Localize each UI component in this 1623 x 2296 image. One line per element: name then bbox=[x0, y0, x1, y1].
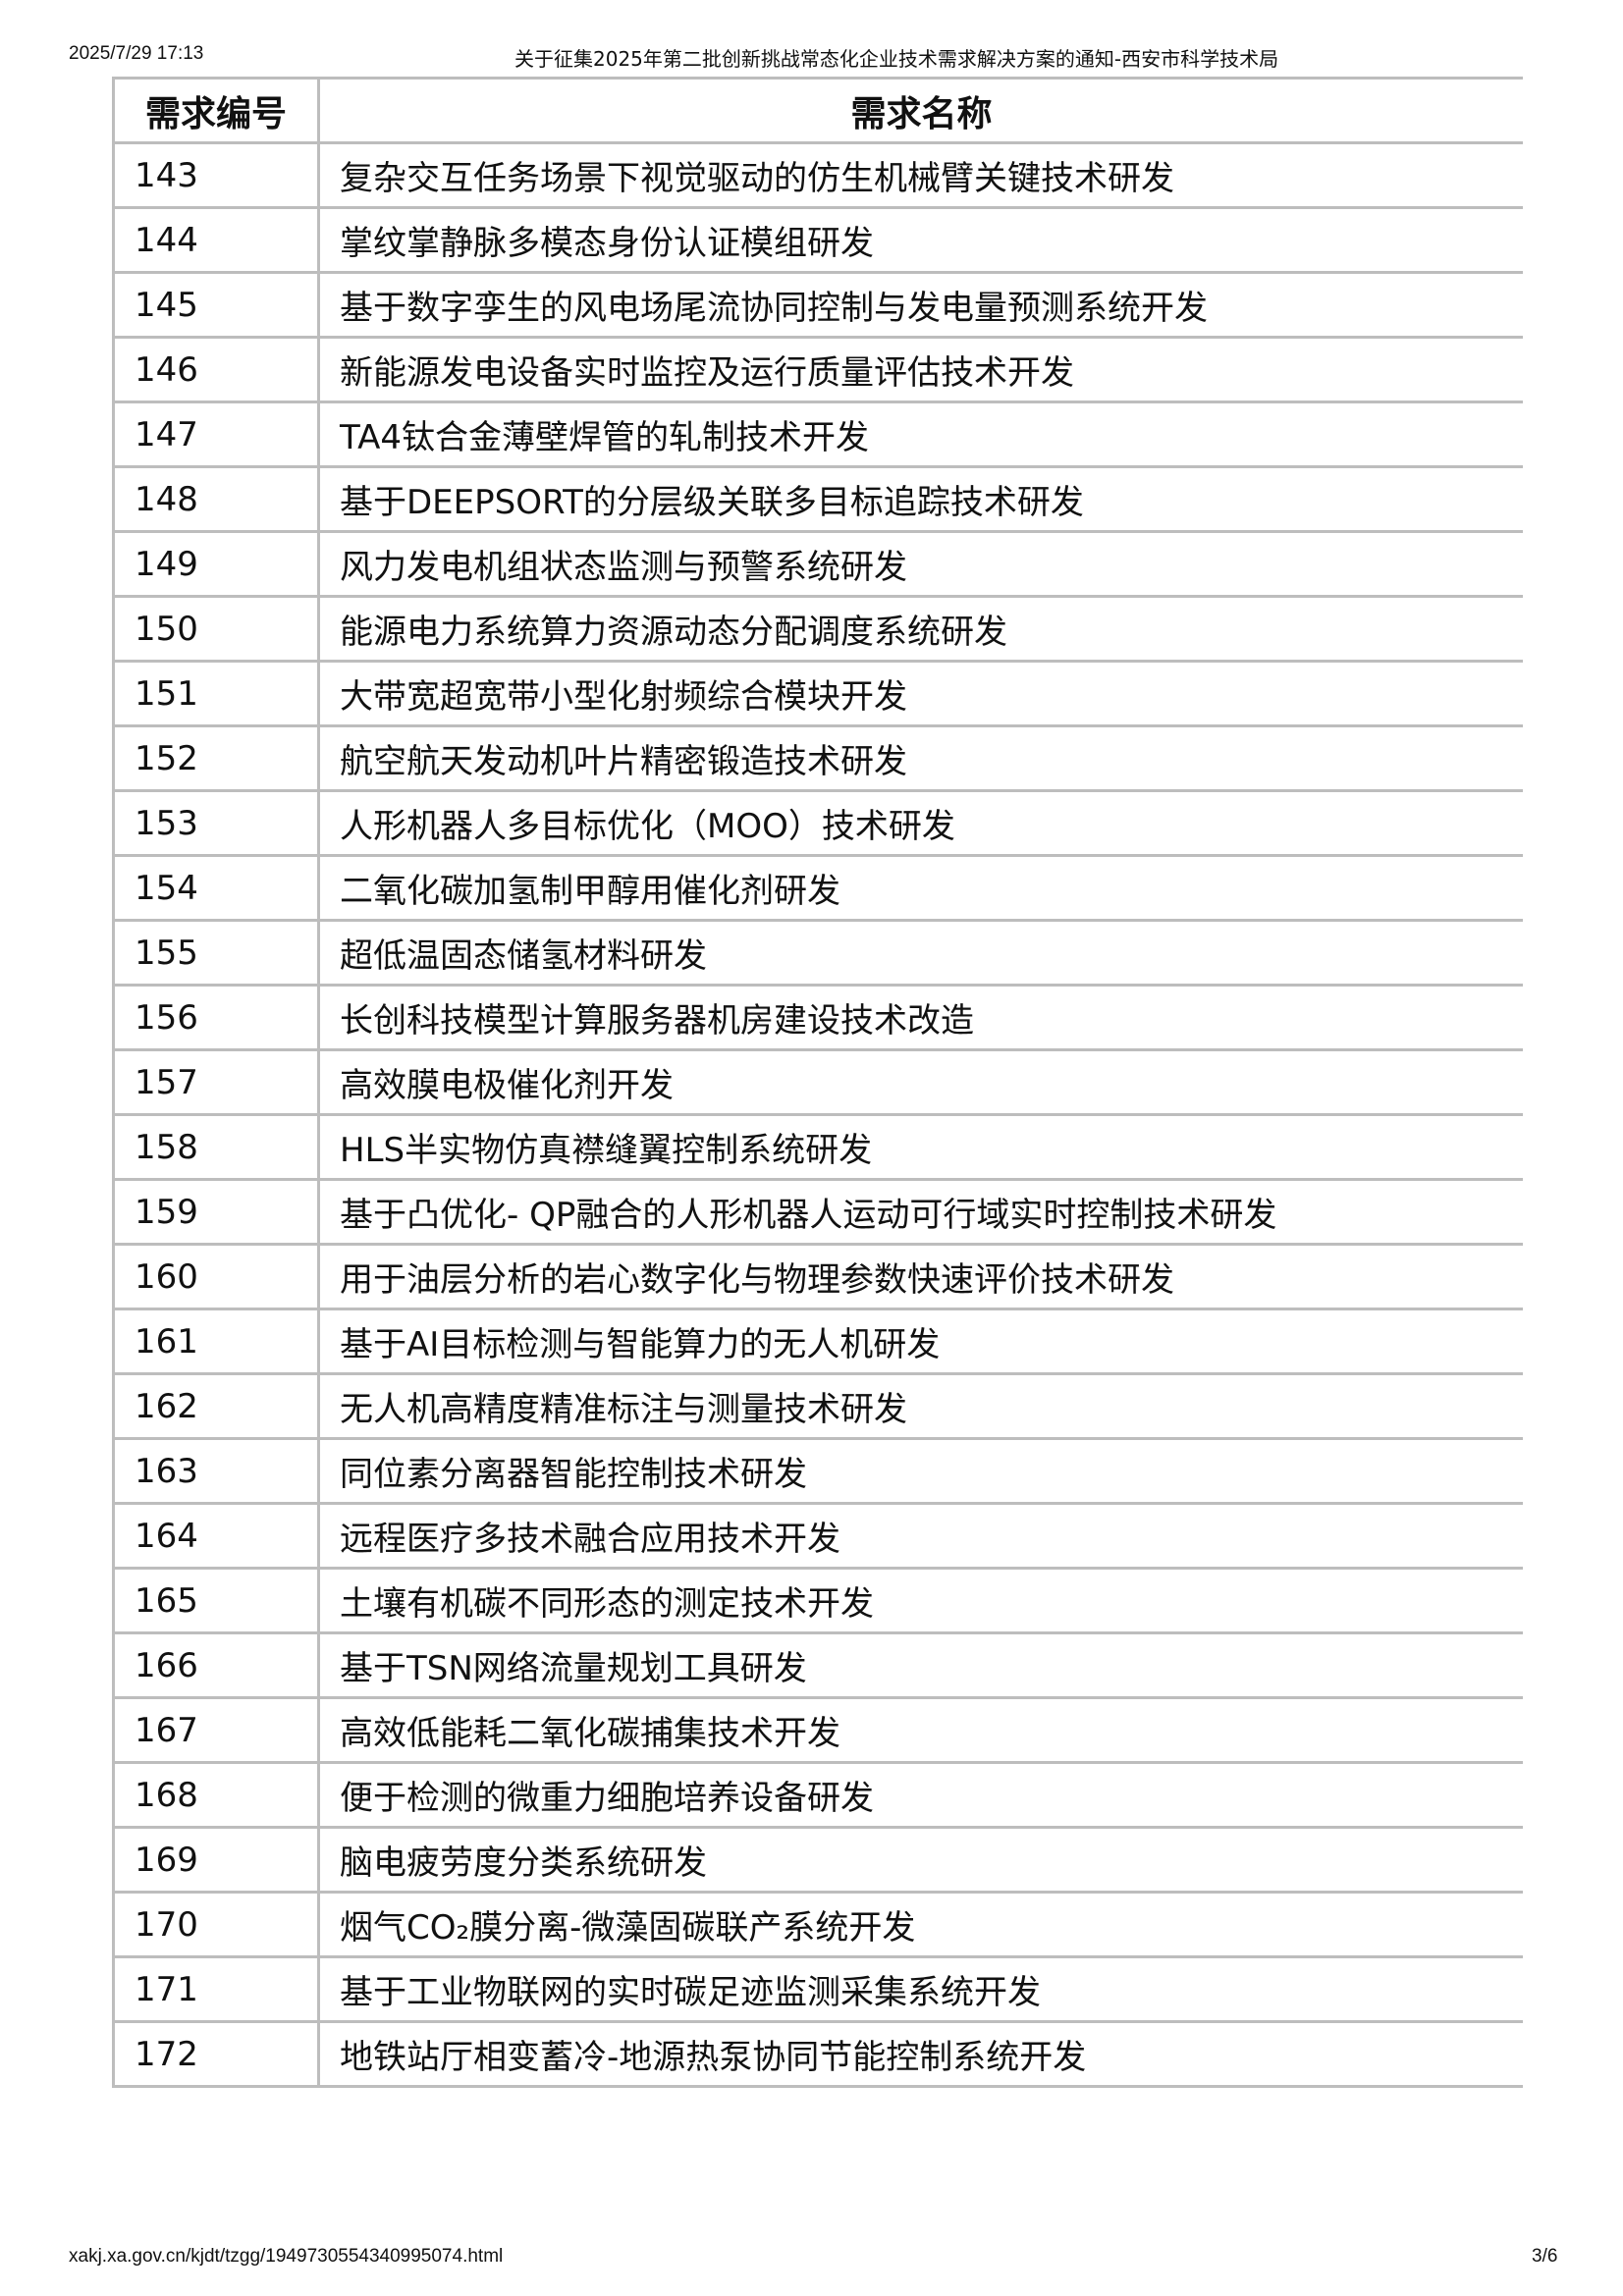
requirement-name: 基于AI目标检测与智能算力的无人机研发 bbox=[317, 1308, 1523, 1375]
requirement-name: 基于TSN网络流量规划工具研发 bbox=[317, 1631, 1523, 1699]
requirement-id: 168 bbox=[112, 1761, 320, 1829]
page-url: xakj.xa.gov.cn/kjdt/tzgg/194973055434099… bbox=[69, 2246, 504, 2267]
requirement-name: 同位素分离器智能控制技术研发 bbox=[317, 1437, 1523, 1505]
requirement-name: 高效低能耗二氧化碳捕集技术开发 bbox=[317, 1696, 1523, 1764]
requirement-id: 158 bbox=[112, 1113, 320, 1181]
table-row: 156 长创科技模型计算服务器机房建设技术改造 bbox=[112, 984, 1523, 1051]
table-row: 171 基于工业物联网的实时碳足迹监测采集系统开发 bbox=[112, 1955, 1523, 2023]
table-row: 168 便于检测的微重力细胞培养设备研发 bbox=[112, 1761, 1523, 1829]
table-row: 159 基于凸优化- QP融合的人形机器人运动可行域实时控制技术研发 bbox=[112, 1178, 1523, 1246]
table-row: 170 烟气CO₂膜分离-微藻固碳联产系统开发 bbox=[112, 1891, 1523, 1958]
table-row: 151 大带宽超宽带小型化射频综合模块开发 bbox=[112, 660, 1523, 727]
table-row: 146 新能源发电设备实时监控及运行质量评估技术开发 bbox=[112, 336, 1523, 403]
table-row: 162 无人机高精度精准标注与测量技术研发 bbox=[112, 1372, 1523, 1440]
requirement-id: 146 bbox=[112, 336, 320, 403]
table-row: 154 二氧化碳加氢制甲醇用催化剂研发 bbox=[112, 854, 1523, 922]
requirement-name: 土壤有机碳不同形态的测定技术开发 bbox=[317, 1567, 1523, 1634]
requirement-name: HLS半实物仿真襟缝翼控制系统研发 bbox=[317, 1113, 1523, 1181]
requirement-id: 153 bbox=[112, 789, 320, 857]
requirements-table: 需求编号 需求名称 143 复杂交互任务场景下视觉驱动的仿生机械臂关键技术研发 14… bbox=[112, 77, 1523, 2088]
requirement-id: 172 bbox=[112, 2020, 320, 2088]
column-header-name: 需求名称 bbox=[317, 77, 1523, 144]
table-row: 172 地铁站厅相变蓄冷-地源热泵协同节能控制系统开发 bbox=[112, 2020, 1523, 2088]
table-row: 155 超低温固态储氢材料研发 bbox=[112, 919, 1523, 987]
requirement-id: 149 bbox=[112, 530, 320, 598]
requirement-name: 远程医疗多技术融合应用技术开发 bbox=[317, 1502, 1523, 1570]
table-row: 149 风力发电机组状态监测与预警系统研发 bbox=[112, 530, 1523, 598]
requirement-name: 人形机器人多目标优化（MOO）技术研发 bbox=[317, 789, 1523, 857]
table-row: 143 复杂交互任务场景下视觉驱动的仿生机械臂关键技术研发 bbox=[112, 141, 1523, 209]
requirement-id: 156 bbox=[112, 984, 320, 1051]
requirement-name: 基于数字孪生的风电场尾流协同控制与发电量预测系统开发 bbox=[317, 271, 1523, 339]
requirement-id: 164 bbox=[112, 1502, 320, 1570]
requirement-id: 144 bbox=[112, 206, 320, 274]
requirement-id: 165 bbox=[112, 1567, 320, 1634]
requirement-name: 长创科技模型计算服务器机房建设技术改造 bbox=[317, 984, 1523, 1051]
requirement-name: 超低温固态储氢材料研发 bbox=[317, 919, 1523, 987]
table-row: 165 土壤有机碳不同形态的测定技术开发 bbox=[112, 1567, 1523, 1634]
requirement-id: 163 bbox=[112, 1437, 320, 1505]
requirement-name: 脑电疲劳度分类系统研发 bbox=[317, 1826, 1523, 1894]
table-row: 147 TA4钛合金薄壁焊管的轧制技术开发 bbox=[112, 400, 1523, 468]
requirement-name: 能源电力系统算力资源动态分配调度系统研发 bbox=[317, 595, 1523, 663]
requirement-name: 掌纹掌静脉多模态身份认证模组研发 bbox=[317, 206, 1523, 274]
requirement-id: 167 bbox=[112, 1696, 320, 1764]
table-row: 166 基于TSN网络流量规划工具研发 bbox=[112, 1631, 1523, 1699]
requirement-id: 162 bbox=[112, 1372, 320, 1440]
requirement-id: 166 bbox=[112, 1631, 320, 1699]
requirement-id: 160 bbox=[112, 1243, 320, 1310]
table-row: 150 能源电力系统算力资源动态分配调度系统研发 bbox=[112, 595, 1523, 663]
requirement-id: 145 bbox=[112, 271, 320, 339]
table-row: 160 用于油层分析的岩心数字化与物理参数快速评价技术研发 bbox=[112, 1243, 1523, 1310]
requirement-name: 基于工业物联网的实时碳足迹监测采集系统开发 bbox=[317, 1955, 1523, 2023]
requirement-name: 新能源发电设备实时监控及运行质量评估技术开发 bbox=[317, 336, 1523, 403]
table-row: 153 人形机器人多目标优化（MOO）技术研发 bbox=[112, 789, 1523, 857]
requirement-name: 风力发电机组状态监测与预警系统研发 bbox=[317, 530, 1523, 598]
table-row: 169 脑电疲劳度分类系统研发 bbox=[112, 1826, 1523, 1894]
table-row: 148 基于DEEPSORT的分层级关联多目标追踪技术研发 bbox=[112, 465, 1523, 533]
page-number: 3/6 bbox=[1532, 2246, 1558, 2267]
requirement-name: 烟气CO₂膜分离-微藻固碳联产系统开发 bbox=[317, 1891, 1523, 1958]
requirement-name: 高效膜电极催化剂开发 bbox=[317, 1048, 1523, 1116]
requirement-id: 170 bbox=[112, 1891, 320, 1958]
requirement-id: 152 bbox=[112, 724, 320, 792]
requirement-id: 171 bbox=[112, 1955, 320, 2023]
column-header-id: 需求编号 bbox=[112, 77, 320, 144]
requirement-id: 148 bbox=[112, 465, 320, 533]
table-row: 163 同位素分离器智能控制技术研发 bbox=[112, 1437, 1523, 1505]
requirement-name: 便于检测的微重力细胞培养设备研发 bbox=[317, 1761, 1523, 1829]
table-row: 144 掌纹掌静脉多模态身份认证模组研发 bbox=[112, 206, 1523, 274]
requirement-name: 用于油层分析的岩心数字化与物理参数快速评价技术研发 bbox=[317, 1243, 1523, 1310]
requirement-name: 航空航天发动机叶片精密锻造技术研发 bbox=[317, 724, 1523, 792]
requirement-name: 无人机高精度精准标注与测量技术研发 bbox=[317, 1372, 1523, 1440]
requirement-name: 地铁站厅相变蓄冷-地源热泵协同节能控制系统开发 bbox=[317, 2020, 1523, 2088]
requirement-id: 161 bbox=[112, 1308, 320, 1375]
requirement-id: 150 bbox=[112, 595, 320, 663]
requirement-id: 169 bbox=[112, 1826, 320, 1894]
requirement-name: 二氧化碳加氢制甲醇用催化剂研发 bbox=[317, 854, 1523, 922]
requirement-id: 159 bbox=[112, 1178, 320, 1246]
requirement-id: 155 bbox=[112, 919, 320, 987]
requirement-name: 复杂交互任务场景下视觉驱动的仿生机械臂关键技术研发 bbox=[317, 141, 1523, 209]
table-row: 157 高效膜电极催化剂开发 bbox=[112, 1048, 1523, 1116]
requirement-id: 147 bbox=[112, 400, 320, 468]
table-row: 152 航空航天发动机叶片精密锻造技术研发 bbox=[112, 724, 1523, 792]
requirement-id: 151 bbox=[112, 660, 320, 727]
requirement-id: 157 bbox=[112, 1048, 320, 1116]
requirement-name: 基于DEEPSORT的分层级关联多目标追踪技术研发 bbox=[317, 465, 1523, 533]
table-row: 145 基于数字孪生的风电场尾流协同控制与发电量预测系统开发 bbox=[112, 271, 1523, 339]
table-row: 167 高效低能耗二氧化碳捕集技术开发 bbox=[112, 1696, 1523, 1764]
page-title: 关于征集2025年第二批创新挑战常态化企业技术需求解决方案的通知-西安市科学技术… bbox=[514, 47, 1279, 71]
requirement-id: 143 bbox=[112, 141, 320, 209]
table-row: 158 HLS半实物仿真襟缝翼控制系统研发 bbox=[112, 1113, 1523, 1181]
requirement-name: TA4钛合金薄壁焊管的轧制技术开发 bbox=[317, 400, 1523, 468]
print-datetime: 2025/7/29 17:13 bbox=[69, 43, 204, 64]
table-row: 164 远程医疗多技术融合应用技术开发 bbox=[112, 1502, 1523, 1570]
table-header-row: 需求编号 需求名称 bbox=[112, 77, 1523, 144]
requirement-id: 154 bbox=[112, 854, 320, 922]
requirement-name: 大带宽超宽带小型化射频综合模块开发 bbox=[317, 660, 1523, 727]
table-row: 161 基于AI目标检测与智能算力的无人机研发 bbox=[112, 1308, 1523, 1375]
requirement-name: 基于凸优化- QP融合的人形机器人运动可行域实时控制技术研发 bbox=[317, 1178, 1523, 1246]
